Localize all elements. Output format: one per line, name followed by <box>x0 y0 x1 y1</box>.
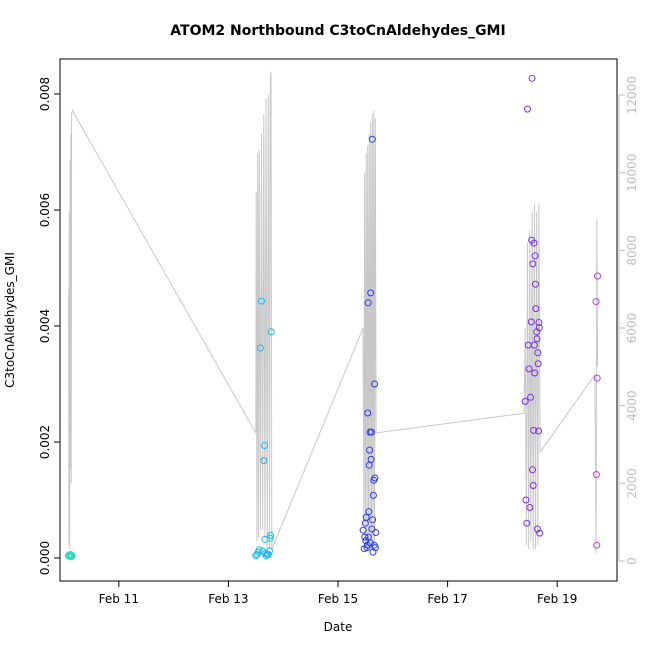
data-point <box>369 516 377 524</box>
data-point <box>533 335 541 343</box>
y-tick-label: 0.000 <box>38 541 52 575</box>
data-point <box>258 297 265 305</box>
data-point <box>361 533 369 541</box>
data-point <box>527 393 535 401</box>
y-tick-label: 0.006 <box>38 193 52 227</box>
data-point <box>266 547 273 555</box>
data-point <box>534 360 542 368</box>
data-point <box>526 504 534 511</box>
points-layer <box>65 74 601 561</box>
data-point <box>363 541 371 549</box>
y-tick-label: 0.008 <box>38 77 52 111</box>
altitude-line-layer <box>68 71 598 554</box>
y2-tick-label: 6000 <box>625 313 639 344</box>
data-point <box>368 135 376 143</box>
data-point <box>367 455 375 463</box>
data-point <box>533 525 541 533</box>
data-point <box>266 534 274 542</box>
data-point <box>532 280 539 288</box>
data-point <box>362 513 370 521</box>
data-point <box>367 289 375 297</box>
data-point <box>362 537 370 545</box>
x-axis-label: Date <box>324 620 353 634</box>
data-point <box>593 374 601 382</box>
data-point <box>535 324 543 332</box>
data-point <box>260 457 268 465</box>
data-point <box>594 272 601 280</box>
data-point <box>532 305 540 313</box>
data-point <box>527 318 535 326</box>
x-tick-label: Feb 11 <box>99 592 139 606</box>
data-point <box>368 428 375 436</box>
data-point <box>366 446 374 454</box>
data-point <box>372 529 380 536</box>
data-point <box>369 491 377 499</box>
x-tick-label: Feb 19 <box>537 592 577 606</box>
y2-tick-label: 2000 <box>625 468 639 499</box>
y2-tick-label: 8000 <box>625 235 639 266</box>
data-point <box>531 369 539 377</box>
data-point <box>534 349 542 357</box>
data-point <box>531 252 539 260</box>
data-point <box>364 299 372 307</box>
data-point <box>524 105 531 113</box>
data-point <box>530 239 538 247</box>
data-point <box>530 341 538 349</box>
data-point <box>359 526 367 534</box>
data-point <box>535 427 543 435</box>
altitude-line <box>68 71 598 554</box>
data-point <box>365 508 373 516</box>
data-point <box>529 482 537 489</box>
y2-tick-label: 10000 <box>625 154 639 192</box>
x-tick-label: Feb 15 <box>318 592 358 606</box>
data-point <box>256 344 264 352</box>
chart-title: ATOM2 Northbound C3toCnAldehydes_GMI <box>170 23 505 39</box>
data-point <box>592 298 600 306</box>
y2-tick-label: 12000 <box>625 76 639 114</box>
data-point <box>364 409 372 417</box>
data-point <box>592 471 600 478</box>
data-point <box>525 365 533 373</box>
x-tick-label: Feb 13 <box>208 592 248 606</box>
data-point <box>593 541 601 549</box>
data-point <box>530 426 538 434</box>
data-point <box>363 544 371 552</box>
y-tick-label: 0.002 <box>38 425 52 459</box>
data-point <box>267 328 275 336</box>
data-point <box>529 260 537 268</box>
data-point <box>261 442 269 449</box>
data-point <box>368 525 376 533</box>
data-point <box>529 466 536 474</box>
data-point <box>371 380 378 388</box>
data-point <box>264 551 272 558</box>
data-point <box>267 531 275 539</box>
data-point <box>523 519 531 527</box>
x-tick-label: Feb 17 <box>427 592 467 606</box>
data-point <box>535 319 543 326</box>
data-point <box>68 552 76 560</box>
data-point <box>536 529 544 537</box>
data-point <box>252 552 260 560</box>
axes-layer: Feb 11 Feb 13 Feb 15 Feb 17 Feb 19 0.000 0.002… <box>38 76 639 606</box>
data-point <box>371 474 379 482</box>
data-point <box>255 546 263 554</box>
y2-tick-label: 4000 <box>625 390 639 421</box>
data-point <box>521 397 529 405</box>
data-point <box>370 541 378 549</box>
data-point <box>528 74 536 82</box>
data-point <box>522 496 530 504</box>
y-axis-label: C3toCnAldehydes_GMI <box>3 252 17 388</box>
y-tick-label: 0.004 <box>38 309 52 343</box>
y2-tick-label: 0 <box>625 557 639 565</box>
